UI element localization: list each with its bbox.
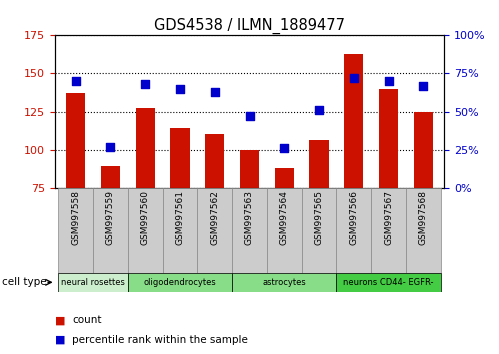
Bar <box>58 188 93 273</box>
Point <box>106 144 114 149</box>
Bar <box>198 188 232 273</box>
Bar <box>371 188 406 273</box>
Bar <box>336 188 371 273</box>
Text: cell type: cell type <box>2 277 47 287</box>
Bar <box>136 108 155 188</box>
Text: oligodendrocytes: oligodendrocytes <box>144 278 217 287</box>
Text: GSM997568: GSM997568 <box>419 190 428 245</box>
Point <box>211 89 219 95</box>
Point <box>141 81 149 87</box>
Text: GSM997563: GSM997563 <box>245 190 254 245</box>
Point <box>280 145 288 151</box>
Bar <box>309 141 328 188</box>
Text: ■: ■ <box>55 335 65 345</box>
Text: GSM997559: GSM997559 <box>106 190 115 245</box>
Bar <box>232 273 336 292</box>
Text: neurons CD44- EGFR-: neurons CD44- EGFR- <box>343 278 434 287</box>
Bar <box>344 54 363 188</box>
Bar <box>240 149 259 188</box>
Point <box>419 83 427 88</box>
Bar <box>274 168 294 188</box>
Text: GSM997558: GSM997558 <box>71 190 80 245</box>
Text: GSM997562: GSM997562 <box>210 190 219 245</box>
Bar <box>171 128 190 188</box>
Bar <box>128 273 232 292</box>
Bar <box>301 188 336 273</box>
Bar <box>267 188 301 273</box>
Text: ■: ■ <box>55 315 65 325</box>
Bar <box>58 273 128 292</box>
Bar <box>205 134 225 188</box>
Text: GSM997565: GSM997565 <box>314 190 323 245</box>
Point <box>315 107 323 113</box>
Bar <box>163 188 198 273</box>
Bar <box>66 93 85 188</box>
Text: count: count <box>72 315 102 325</box>
Bar <box>414 112 433 188</box>
Text: GSM997566: GSM997566 <box>349 190 358 245</box>
Bar <box>128 188 163 273</box>
Bar <box>101 166 120 188</box>
Point <box>72 78 80 84</box>
Point <box>246 113 253 119</box>
Text: astrocytes: astrocytes <box>262 278 306 287</box>
Text: GSM997564: GSM997564 <box>280 190 289 245</box>
Text: percentile rank within the sample: percentile rank within the sample <box>72 335 248 345</box>
Title: GDS4538 / ILMN_1889477: GDS4538 / ILMN_1889477 <box>154 18 345 34</box>
Bar <box>232 188 267 273</box>
Point <box>385 78 393 84</box>
Bar <box>379 89 398 188</box>
Text: GSM997560: GSM997560 <box>141 190 150 245</box>
Point <box>176 86 184 92</box>
Text: GSM997567: GSM997567 <box>384 190 393 245</box>
Bar <box>93 188 128 273</box>
Point <box>350 75 358 81</box>
Bar <box>406 188 441 273</box>
Text: neural rosettes: neural rosettes <box>61 278 125 287</box>
Text: GSM997561: GSM997561 <box>176 190 185 245</box>
Bar <box>336 273 441 292</box>
